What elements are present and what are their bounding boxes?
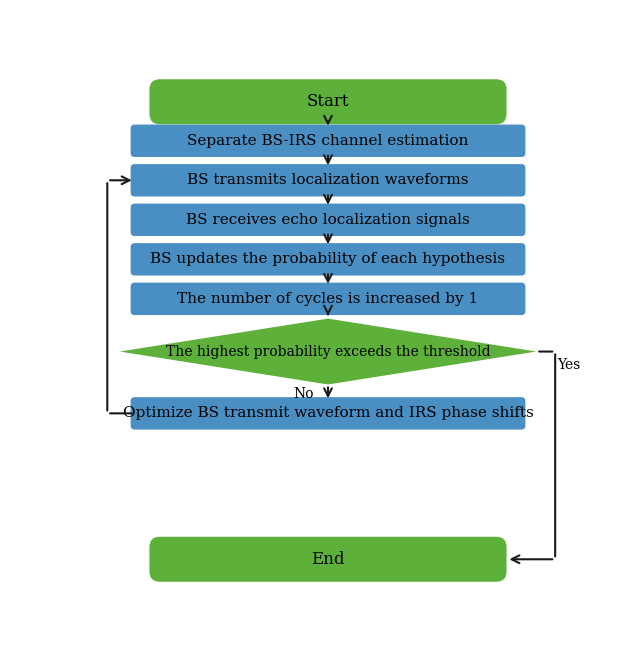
Text: Yes: Yes xyxy=(557,358,581,372)
FancyBboxPatch shape xyxy=(131,164,525,197)
Text: No: No xyxy=(293,387,314,401)
FancyBboxPatch shape xyxy=(131,124,525,157)
Text: Separate BS-IRS channel estimation: Separate BS-IRS channel estimation xyxy=(188,134,468,148)
Text: BS receives echo localization signals: BS receives echo localization signals xyxy=(186,213,470,227)
Polygon shape xyxy=(120,318,536,384)
FancyBboxPatch shape xyxy=(131,203,525,236)
FancyBboxPatch shape xyxy=(131,243,525,276)
Text: The highest probability exceeds the threshold: The highest probability exceeds the thre… xyxy=(166,345,490,359)
FancyBboxPatch shape xyxy=(150,79,507,124)
Text: The number of cycles is increased by 1: The number of cycles is increased by 1 xyxy=(177,292,479,306)
FancyBboxPatch shape xyxy=(131,397,525,430)
Text: End: End xyxy=(311,551,345,568)
FancyBboxPatch shape xyxy=(150,537,507,582)
Text: BS updates the probability of each hypothesis: BS updates the probability of each hypot… xyxy=(150,252,506,266)
Text: Optimize BS transmit waveform and IRS phase shifts: Optimize BS transmit waveform and IRS ph… xyxy=(123,407,533,420)
FancyBboxPatch shape xyxy=(131,283,525,315)
Text: Start: Start xyxy=(307,93,349,111)
Text: BS transmits localization waveforms: BS transmits localization waveforms xyxy=(188,173,468,188)
